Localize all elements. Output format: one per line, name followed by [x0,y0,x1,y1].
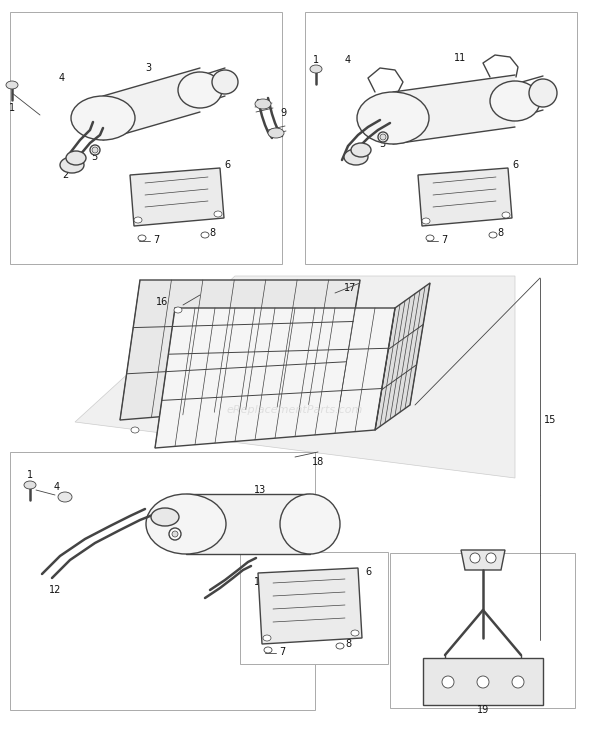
Ellipse shape [24,481,36,489]
Ellipse shape [138,235,146,241]
Text: 15: 15 [544,415,556,425]
Ellipse shape [264,647,272,653]
Text: 1: 1 [27,470,33,480]
Polygon shape [155,308,395,448]
Bar [390,553,575,708]
Ellipse shape [174,307,182,313]
Ellipse shape [268,128,284,138]
Text: 18: 18 [312,457,324,467]
Text: 1: 1 [9,103,15,113]
Ellipse shape [310,65,322,73]
Bar [10,12,282,264]
Text: 5: 5 [172,538,178,548]
Ellipse shape [134,217,142,223]
Polygon shape [186,494,310,554]
Text: 4: 4 [345,55,351,65]
Bar [240,552,388,664]
Ellipse shape [58,492,72,502]
Bar [305,12,577,264]
Polygon shape [258,568,362,644]
Ellipse shape [151,508,179,526]
Polygon shape [75,276,515,478]
Text: 11: 11 [454,53,466,63]
Ellipse shape [172,531,178,537]
Polygon shape [423,658,543,705]
Ellipse shape [212,70,238,94]
Polygon shape [103,68,200,140]
Polygon shape [130,168,224,226]
Text: 16: 16 [156,297,168,307]
Ellipse shape [380,134,386,140]
Ellipse shape [6,81,18,89]
Ellipse shape [255,99,271,109]
Polygon shape [120,280,360,420]
Polygon shape [393,75,515,144]
Ellipse shape [131,427,139,433]
Ellipse shape [502,212,510,218]
Text: 6: 6 [365,567,371,577]
Text: 5: 5 [91,152,97,162]
Ellipse shape [60,157,84,173]
Ellipse shape [486,553,496,563]
Text: 8: 8 [345,639,351,649]
Text: 14: 14 [254,577,266,587]
Ellipse shape [146,494,226,554]
Ellipse shape [169,528,181,540]
Text: 19: 19 [477,705,489,715]
Ellipse shape [529,79,557,107]
Text: 2: 2 [62,170,68,180]
Ellipse shape [477,676,489,688]
Ellipse shape [90,145,100,155]
Ellipse shape [490,81,540,121]
Ellipse shape [344,149,368,165]
Text: 4: 4 [59,73,65,83]
Polygon shape [461,550,505,570]
Text: 5: 5 [379,139,385,149]
Text: 1: 1 [313,55,319,65]
Bar [10,452,315,710]
Text: 7: 7 [441,235,447,245]
Text: 3: 3 [145,63,151,73]
Ellipse shape [214,211,222,217]
Ellipse shape [470,553,480,563]
Ellipse shape [351,630,359,636]
Ellipse shape [336,643,344,649]
Ellipse shape [442,676,454,688]
Ellipse shape [357,92,429,144]
Text: 13: 13 [254,485,266,495]
Text: 6: 6 [224,160,230,170]
Text: 9: 9 [280,108,286,118]
Text: 8: 8 [497,228,503,238]
Ellipse shape [351,143,371,157]
Text: 7: 7 [279,647,285,657]
Ellipse shape [71,96,135,140]
Text: 10: 10 [354,153,366,163]
Ellipse shape [426,235,434,241]
Ellipse shape [178,72,222,108]
Text: 8: 8 [209,228,215,238]
Ellipse shape [92,147,98,153]
Polygon shape [375,283,430,430]
Polygon shape [418,168,512,226]
Ellipse shape [66,151,86,165]
Text: 4: 4 [54,482,60,492]
Text: 6: 6 [512,160,518,170]
Ellipse shape [280,494,340,554]
Text: 7: 7 [153,235,159,245]
Text: 12: 12 [49,585,61,595]
Ellipse shape [263,635,271,641]
Ellipse shape [512,676,524,688]
Ellipse shape [489,232,497,238]
Text: 17: 17 [344,283,356,293]
Ellipse shape [378,132,388,142]
Text: eReplacementParts.com: eReplacementParts.com [227,405,363,415]
Ellipse shape [422,218,430,224]
Ellipse shape [201,232,209,238]
